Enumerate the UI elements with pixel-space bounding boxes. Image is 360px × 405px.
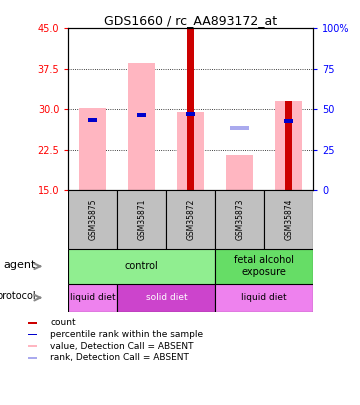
Text: liquid diet: liquid diet <box>70 293 116 302</box>
Text: GSM35872: GSM35872 <box>186 199 195 241</box>
Bar <box>68 190 117 249</box>
Bar <box>138 113 146 117</box>
Text: protocol: protocol <box>0 291 35 301</box>
Bar <box>28 334 37 335</box>
Bar <box>166 190 215 249</box>
Bar <box>117 190 166 249</box>
Text: GSM35875: GSM35875 <box>89 199 97 241</box>
Bar <box>28 345 37 347</box>
Text: liquid diet: liquid diet <box>242 293 287 302</box>
Bar <box>28 357 37 359</box>
Bar <box>187 28 194 190</box>
Text: percentile rank within the sample: percentile rank within the sample <box>50 330 203 339</box>
Bar <box>80 108 106 190</box>
Text: agent: agent <box>3 260 35 270</box>
Bar <box>215 249 313 284</box>
Title: GDS1660 / rc_AA893172_at: GDS1660 / rc_AA893172_at <box>104 14 277 27</box>
Text: value, Detection Call = ABSENT: value, Detection Call = ABSENT <box>50 342 194 351</box>
Text: GSM35873: GSM35873 <box>235 199 244 241</box>
Bar <box>285 101 292 190</box>
Text: GSM35874: GSM35874 <box>284 199 293 241</box>
Text: control: control <box>125 261 159 271</box>
Text: solid diet: solid diet <box>145 293 187 302</box>
Bar <box>230 126 249 130</box>
Bar <box>28 322 37 324</box>
Text: fetal alcohol
exposure: fetal alcohol exposure <box>234 256 294 277</box>
Bar <box>226 155 253 190</box>
Bar <box>284 119 293 123</box>
Text: GSM35871: GSM35871 <box>137 199 146 241</box>
Bar <box>177 112 204 190</box>
Text: rank, Detection Call = ABSENT: rank, Detection Call = ABSENT <box>50 353 189 362</box>
Bar <box>275 101 302 190</box>
Bar <box>117 284 215 312</box>
Bar <box>215 190 264 249</box>
Bar <box>215 284 313 312</box>
Bar <box>68 249 215 284</box>
Bar <box>264 190 313 249</box>
Bar <box>89 118 97 122</box>
Bar <box>129 64 155 190</box>
Bar <box>68 284 117 312</box>
Bar <box>186 112 195 115</box>
Text: count: count <box>50 318 76 327</box>
